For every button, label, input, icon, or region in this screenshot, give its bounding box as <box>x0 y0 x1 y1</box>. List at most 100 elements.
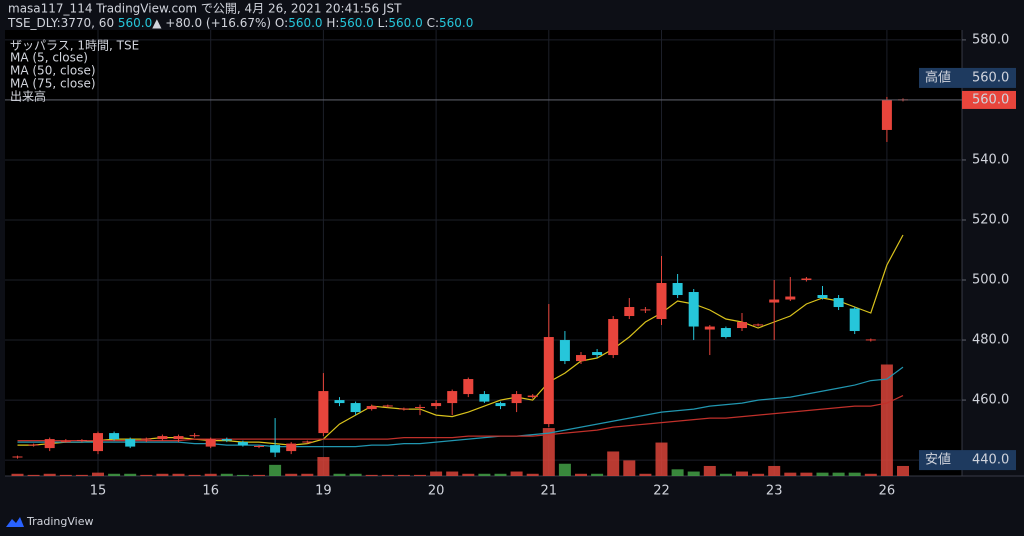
high_tag-name: 高値 <box>925 69 951 85</box>
candle-body <box>205 439 216 447</box>
candle-body <box>302 441 313 443</box>
candle-body <box>366 406 377 410</box>
candle-body <box>769 299 780 303</box>
volume-bar <box>623 460 636 476</box>
candle-body <box>559 340 570 362</box>
volume-bar <box>92 472 104 476</box>
volume-bar <box>188 474 201 476</box>
candle-body <box>141 438 152 440</box>
volume-bar <box>462 473 475 476</box>
candle-body <box>286 443 297 452</box>
candle-body <box>576 355 586 362</box>
volume-bar <box>800 472 813 476</box>
volume-bar <box>430 471 443 476</box>
volume-bar <box>108 473 121 476</box>
candle-body <box>704 326 715 330</box>
tradingview-logo: TradingView <box>6 515 93 528</box>
high_tag-tag <box>919 67 1016 88</box>
volume-bar <box>558 463 571 476</box>
candle-body <box>495 403 506 407</box>
low_tag-name: 安値 <box>925 452 951 468</box>
candle-body <box>511 394 522 404</box>
quote-part: O: <box>275 16 288 30</box>
volume-bar <box>156 473 169 476</box>
volume-bar <box>880 364 893 476</box>
footer: TradingView <box>26 515 93 528</box>
x-tick-label: 23 <box>766 484 783 499</box>
x-tick-label: 26 <box>879 484 896 499</box>
grid <box>5 30 962 476</box>
candle-body <box>76 439 87 441</box>
volume-bar <box>172 473 185 476</box>
y-tick-label: 540.0 <box>972 152 1009 167</box>
high_tag-value: 560.0 <box>972 70 1009 85</box>
ma-line <box>17 366 904 448</box>
legend-volume: 出来高 <box>10 89 46 104</box>
volume-bar <box>381 474 394 476</box>
candle-body <box>382 405 393 407</box>
volume-bar <box>27 474 40 476</box>
volume-bar <box>864 473 877 476</box>
volume <box>11 364 909 476</box>
candle-body <box>624 307 635 317</box>
volume-bar <box>848 472 861 476</box>
candle-body <box>608 319 619 356</box>
candle-body <box>753 324 764 326</box>
axes: 440.0 460.0 480.0 500.0 520.0 540.0 560.0 580.0… <box>5 32 1016 499</box>
volume-bar <box>204 473 217 476</box>
candle-body <box>720 328 731 338</box>
candle-body <box>237 442 248 446</box>
ma-line <box>17 395 904 442</box>
volume-bar <box>414 474 426 476</box>
volume-bar <box>639 473 652 476</box>
volume-bar <box>542 428 555 476</box>
x-tick-label: 22 <box>653 484 670 499</box>
last-price-label: 560.0 <box>972 92 1009 107</box>
volume-bar <box>897 465 909 476</box>
x-tick-label: 16 <box>202 484 219 499</box>
last-price-tag <box>962 90 1016 109</box>
quote-part: 560.0 <box>439 16 473 30</box>
low_tag-tag <box>919 450 1016 471</box>
candle-body <box>318 391 329 434</box>
legend-title: ザッパラス, 1時間, TSE <box>10 39 139 53</box>
candle-body <box>447 391 458 404</box>
candle-body <box>672 283 683 296</box>
candle-body <box>817 295 828 299</box>
volume-bar <box>285 473 298 476</box>
candle-body <box>28 444 39 446</box>
candle-body <box>334 400 345 404</box>
volume-bar <box>11 473 24 476</box>
candle-body <box>125 439 136 447</box>
volume-bar <box>269 464 282 476</box>
quote-part: ▲ +80.0 (+16.67%) <box>152 16 271 30</box>
candle-body <box>479 394 490 402</box>
plot-area <box>5 30 962 476</box>
volume-bar <box>784 472 797 476</box>
candle-body <box>543 337 554 425</box>
candle-body <box>737 322 747 329</box>
low_tag-value: 440.0 <box>972 453 1009 468</box>
volume-bar <box>494 473 507 476</box>
legend-entry: MA (75, close) <box>10 77 96 91</box>
x-tick-label: 19 <box>315 484 332 499</box>
volume-bar <box>671 469 684 476</box>
y-tick-label: 460.0 <box>972 393 1009 408</box>
candle-body <box>173 436 184 440</box>
volume-bar <box>719 473 732 476</box>
candle-body <box>93 433 103 452</box>
volume-bar <box>752 473 765 476</box>
quote-part: C: <box>427 16 439 30</box>
volume-bar <box>220 473 233 476</box>
candle-body <box>640 309 651 311</box>
quote-part: 560.0 <box>118 16 152 30</box>
candle-body <box>849 308 860 332</box>
header: masa117_114 TradingView.com で公開, 4月 26, … <box>8 2 402 16</box>
quote-line: TSE_DLY:3770, 60 560.0▲ +80.0 (+16.67%) … <box>7 16 473 30</box>
quote-part: 560.0 <box>388 16 422 30</box>
volume-bar <box>446 471 459 476</box>
candle-body <box>688 292 699 327</box>
legend-entry: MA (50, close) <box>10 64 96 78</box>
quote-part: 560.0 <box>339 16 373 30</box>
